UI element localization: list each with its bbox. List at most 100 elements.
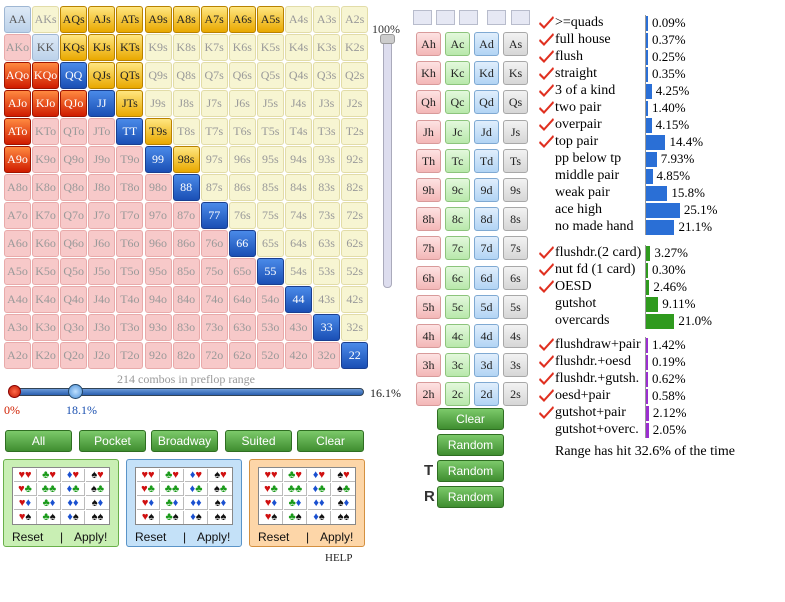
range-button[interactable]: Suited xyxy=(225,430,292,452)
hand-cell[interactable]: Q8o xyxy=(60,174,88,201)
stat-name[interactable]: top pair xyxy=(555,134,599,149)
help-link[interactable]: HELP xyxy=(325,552,353,564)
check-icon[interactable] xyxy=(539,100,555,114)
suit-combo[interactable]: ♠♦ xyxy=(209,497,232,510)
hand-cell[interactable]: 97s xyxy=(200,146,228,173)
hand-cell[interactable]: J4o xyxy=(88,286,116,313)
suit-combo[interactable]: ♠♥ xyxy=(332,469,355,482)
board-card[interactable]: 7h xyxy=(416,236,441,261)
check-icon[interactable] xyxy=(539,405,555,419)
hand-cell[interactable]: 65s xyxy=(256,230,284,257)
hand-cell[interactable]: J2s xyxy=(341,90,369,117)
hand-cell[interactable]: 85s xyxy=(256,174,284,201)
hand-cell[interactable]: KQs xyxy=(60,34,88,61)
hand-cell[interactable]: QJo xyxy=(60,90,88,117)
stat-name[interactable]: 3 of a kind xyxy=(555,83,616,98)
stat-name[interactable]: ace high xyxy=(555,202,603,217)
hand-cell[interactable]: 74s xyxy=(285,202,312,229)
hand-cell[interactable]: 72o xyxy=(200,342,228,369)
hand-cell[interactable]: A5s xyxy=(256,6,284,33)
suit-combo[interactable]: ♣♠ xyxy=(284,511,307,524)
board-card[interactable]: Td xyxy=(474,148,499,173)
board-card[interactable]: 9s xyxy=(503,178,528,202)
board-card[interactable]: 3s xyxy=(503,353,528,378)
board-card[interactable]: Qs xyxy=(503,90,528,115)
hand-cell[interactable]: 95s xyxy=(256,146,284,173)
suit-combo[interactable]: ♣♦ xyxy=(161,497,184,510)
hand-cell[interactable]: A8s xyxy=(172,6,200,33)
suit-combo[interactable]: ♦♦ xyxy=(185,497,208,510)
hand-cell[interactable]: QQ xyxy=(60,62,88,89)
check-icon[interactable] xyxy=(539,337,555,351)
hand-cell[interactable]: A9o xyxy=(4,146,31,173)
board-card[interactable]: Tc xyxy=(445,148,470,173)
hand-cell[interactable]: K8s xyxy=(172,34,200,61)
board-card[interactable]: Jc xyxy=(445,119,470,144)
stat-name[interactable]: middle pair xyxy=(555,168,620,183)
suit-combo[interactable]: ♣♥ xyxy=(284,469,307,482)
suit-combo[interactable]: ♦♣ xyxy=(185,483,208,496)
hand-cell[interactable]: A6s xyxy=(228,6,256,33)
board-card[interactable]: 4s xyxy=(503,324,528,348)
board-button[interactable]: Random xyxy=(437,434,504,456)
vertical-slider-track[interactable] xyxy=(383,36,392,288)
board-card[interactable]: 8d xyxy=(474,207,499,232)
suit-grid[interactable]: ♥♥ ♣♥ ♦♥ ♠♥ ♥♣ ♣♣ ♦♣ ♠♣ ♥♦ ♣♦ ♦♦ ♠♦ ♥♠ ♣♠ ♦♠ ♠♠ xyxy=(258,467,356,525)
hand-cell[interactable]: T8s xyxy=(172,118,200,145)
suit-combo[interactable]: ♣♠ xyxy=(161,511,184,524)
hand-cell[interactable]: 84o xyxy=(172,286,200,313)
hand-cell[interactable]: 43s xyxy=(313,286,341,313)
stat-name[interactable]: flushdr.(2 card) xyxy=(555,245,642,260)
hand-cell[interactable]: Q7s xyxy=(200,62,228,89)
check-icon[interactable] xyxy=(539,245,555,259)
suit-combo[interactable]: ♥♠ xyxy=(137,511,160,524)
hand-cell[interactable]: 88 xyxy=(172,174,200,201)
board-card[interactable]: Js xyxy=(503,119,528,144)
check-icon[interactable] xyxy=(539,134,555,148)
suit-combo[interactable]: ♥♥ xyxy=(260,469,283,482)
hand-cell[interactable]: 43o xyxy=(285,314,312,341)
hand-cell[interactable]: KK xyxy=(32,34,60,61)
hand-cell[interactable]: A2o xyxy=(4,342,31,369)
hand-cell[interactable]: JTs xyxy=(116,90,144,117)
check-icon[interactable] xyxy=(539,49,555,63)
board-card[interactable]: 6h xyxy=(416,265,441,290)
hand-cell[interactable]: J5s xyxy=(256,90,284,117)
suit-combo[interactable]: ♦♠ xyxy=(62,511,85,524)
suit-combo[interactable]: ♣♣ xyxy=(161,483,184,496)
hand-cell[interactable]: 54s xyxy=(285,258,312,285)
hand-cell[interactable]: T2o xyxy=(116,342,144,369)
suit-combo[interactable]: ♠♣ xyxy=(332,483,355,496)
hand-cell[interactable]: 87o xyxy=(172,202,200,229)
hand-cell[interactable]: 86o xyxy=(172,230,200,257)
hand-cell[interactable]: J3s xyxy=(313,90,341,117)
suit-combo[interactable]: ♣♠ xyxy=(38,511,61,524)
stat-name[interactable]: weak pair xyxy=(555,185,610,200)
hand-cell[interactable]: 64o xyxy=(228,286,256,313)
apply-link[interactable]: Apply! xyxy=(74,530,108,544)
hand-cell[interactable]: A4s xyxy=(285,6,312,33)
suit-combo[interactable]: ♥♥ xyxy=(14,469,37,482)
hand-cell[interactable]: 73s xyxy=(313,202,341,229)
suit-combo[interactable]: ♦♦ xyxy=(62,497,85,510)
board-card[interactable]: Kd xyxy=(474,61,499,86)
suit-combo[interactable]: ♥♣ xyxy=(14,483,37,496)
board-card[interactable]: 8h xyxy=(416,207,441,232)
range-button[interactable]: All xyxy=(5,430,72,452)
stat-name[interactable]: pp below tp xyxy=(555,151,622,166)
hand-cell[interactable]: J7s xyxy=(200,90,228,117)
hand-cell[interactable]: 73o xyxy=(200,314,228,341)
suit-combo[interactable]: ♠♠ xyxy=(86,511,109,524)
board-card[interactable]: Qh xyxy=(416,90,441,115)
hand-cell[interactable]: Q5s xyxy=(256,62,284,89)
hand-cell[interactable]: K4o xyxy=(32,286,60,313)
hand-cell[interactable]: J7o xyxy=(88,202,116,229)
hand-cell[interactable]: T3o xyxy=(116,314,144,341)
stat-name[interactable]: no made hand xyxy=(555,219,634,234)
stat-name[interactable]: oesd+pair xyxy=(555,388,611,403)
hand-cell[interactable]: J2o xyxy=(88,342,116,369)
hand-cell[interactable]: T9o xyxy=(116,146,144,173)
reset-link[interactable]: Reset xyxy=(258,530,290,544)
suit-combo[interactable]: ♣♥ xyxy=(161,469,184,482)
hand-cell[interactable]: TT xyxy=(116,118,144,145)
